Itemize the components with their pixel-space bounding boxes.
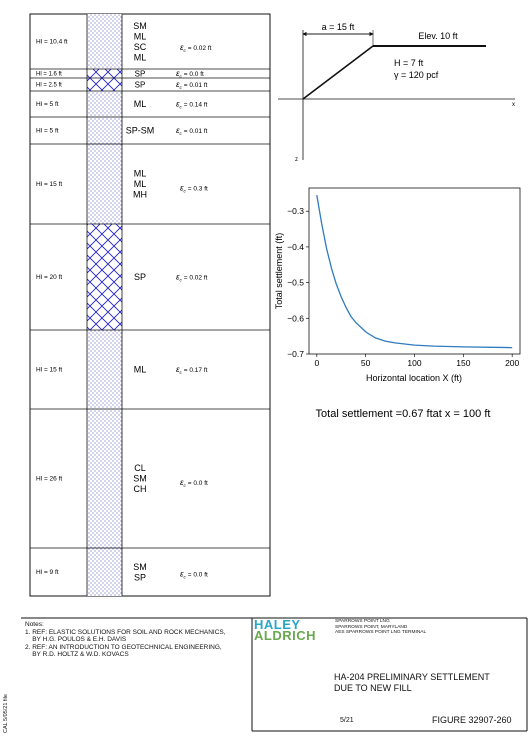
figure-number: FIGURE 32907-260 bbox=[432, 715, 512, 725]
soil-type-label: SP bbox=[134, 572, 146, 582]
soil-column-segment bbox=[87, 144, 122, 224]
layer-settlement-label: εc = 0.0 ft bbox=[176, 69, 204, 79]
soil-column-segment bbox=[87, 14, 122, 69]
soil-column-segment bbox=[87, 117, 122, 144]
chart-x-label: Horizontal location X (ft) bbox=[366, 373, 462, 383]
layer-thickness-label: Hl = 20 ft bbox=[36, 274, 62, 281]
soil-type-label: ML bbox=[134, 365, 147, 375]
layer-settlement-label: εc = 0.0 ft bbox=[180, 478, 208, 488]
project-line: AES SPARROWS POINT LNG TERMINAL bbox=[335, 630, 427, 636]
fill-geometry-diagram: a = 15 ft Elev. 10 ft H = 7 ft γ = 120 p… bbox=[278, 22, 515, 163]
y-tick-label: −0.3 bbox=[287, 206, 304, 216]
soil-type-label: ML bbox=[134, 169, 147, 179]
layer-settlement-label: εc = 0.02 ft bbox=[176, 273, 208, 283]
soil-type-label: SM bbox=[133, 21, 147, 31]
x-tick-label: 0 bbox=[314, 358, 319, 368]
x-tick-label: 50 bbox=[361, 358, 371, 368]
soil-column-segment bbox=[87, 330, 122, 409]
dim-a-label: a = 15 ft bbox=[322, 22, 355, 32]
title-block bbox=[21, 617, 528, 732]
x-tick-label: 100 bbox=[407, 358, 421, 368]
side-stamp: CAL 5/05/21 file bbox=[3, 694, 9, 733]
chart-y-label: Total settlement (ft) bbox=[274, 233, 284, 310]
soil-type-label: ML bbox=[134, 52, 147, 62]
layer-settlement-label: εc = 0.01 ft bbox=[176, 80, 208, 90]
y-tick-label: −0.7 bbox=[287, 349, 304, 359]
drawing-title-line1: HA-204 PRELIMINARY SETTLEMENT bbox=[334, 672, 490, 682]
soil-type-label: SC bbox=[134, 42, 147, 52]
soil-column-segment bbox=[87, 224, 122, 330]
soil-type-label: ML bbox=[134, 179, 147, 189]
soil-type-label: SM bbox=[133, 562, 147, 572]
profile-frame bbox=[29, 13, 271, 597]
x-tick-label: 150 bbox=[456, 358, 470, 368]
notes-title: Notes: bbox=[25, 621, 44, 628]
layer-settlement-label: εc = 0.17 ft bbox=[176, 365, 208, 375]
project-line: SPARROWS POINT LNG bbox=[335, 619, 390, 624]
soil-column-segment bbox=[87, 69, 122, 78]
soil-type-label: SP bbox=[135, 70, 146, 79]
soil-column-segment bbox=[87, 409, 122, 548]
layer-thickness-label: Hl = 9 ft bbox=[36, 569, 59, 576]
notes: Notes: 1. REF: ELASTIC SOLUTIONS FOR SOI… bbox=[25, 621, 226, 659]
drawing-title-line2: DUE TO NEW FILL bbox=[334, 683, 412, 693]
note-line: BY H.G. POULOS & E.H. DAVIS bbox=[25, 636, 127, 643]
chart-plot-area bbox=[308, 187, 521, 355]
settlement-chart: 0 50 100 150 200 −0.3 −0.4 −0.5 −0.6 −0.7 Horizon… bbox=[274, 187, 521, 383]
layer-settlement-label: εc = 0.01 ft bbox=[176, 126, 208, 136]
layer-settlement-label: εc = 0.0 ft bbox=[180, 570, 208, 580]
layer-thickness-label: Hl = 15 ft bbox=[36, 367, 62, 374]
y-tick-label: −0.6 bbox=[287, 313, 304, 323]
y-tick-label: −0.4 bbox=[287, 242, 304, 252]
fill-slope bbox=[302, 45, 374, 100]
x-tick-label: 200 bbox=[505, 358, 519, 368]
layer-settlement-label: εc = 0.3 ft bbox=[180, 184, 208, 194]
layer-thickness-label: Hl = 15 ft bbox=[36, 181, 62, 188]
note-line: BY R.D. HOLTZ & W.D. KOVACS bbox=[25, 651, 129, 658]
note-line: 1. REF: ELASTIC SOLUTIONS FOR SOIL AND R… bbox=[25, 628, 226, 636]
soil-type-label: CH bbox=[134, 484, 147, 494]
soil-type-label: SM bbox=[133, 474, 147, 484]
project-info: SPARROWS POINT LNG SPARROWS POINT, MARYL… bbox=[335, 619, 426, 636]
company-logo: HALEY ALDRICH bbox=[254, 617, 316, 643]
elev-label: Elev. 10 ft bbox=[418, 31, 458, 41]
soil-column-segment bbox=[87, 78, 122, 91]
drawing-date: 5/21 bbox=[340, 717, 354, 724]
soil-type-label: SP-SM bbox=[126, 126, 155, 136]
layer-thickness-label: Hl = 5 ft bbox=[36, 101, 59, 108]
total-settlement-result: Total settlement =0.67 ftat x = 100 ft bbox=[316, 408, 491, 420]
project-line: SPARROWS POINT, MARYLAND bbox=[335, 624, 408, 630]
layer-thickness-label: Hl = 5 ft bbox=[36, 128, 59, 135]
soil-type-label: SP bbox=[135, 81, 146, 90]
logo-word-bottom: ALDRICH bbox=[254, 628, 316, 643]
layer-thickness-label: Hl = 1.6 ft bbox=[36, 72, 62, 78]
settlement-curve bbox=[316, 194, 513, 349]
layer-settlement-label: εc = 0.02 ft bbox=[180, 43, 212, 53]
logo-word-top: HALEY bbox=[254, 617, 301, 632]
soil-type-label: SP bbox=[134, 272, 146, 282]
height-label: H = 7 ft bbox=[394, 58, 424, 68]
soil-type-label: ML bbox=[134, 99, 147, 109]
soil-column-segment bbox=[87, 548, 122, 596]
drawing-title: HA-204 PRELIMINARY SETTLEMENT DUE TO NEW… bbox=[334, 672, 490, 694]
unit-weight-label: γ = 120 pcf bbox=[394, 70, 439, 80]
soil-column-segment bbox=[87, 91, 122, 117]
z-axis-letter: z bbox=[295, 157, 298, 163]
soil-type-label: ML bbox=[134, 31, 147, 41]
x-axis-letter: x bbox=[512, 102, 515, 108]
soil-type-label: MH bbox=[133, 190, 147, 200]
layer-thickness-label: Hl = 26 ft bbox=[36, 476, 62, 483]
y-tick-label: −0.5 bbox=[287, 278, 304, 288]
layer-settlement-label: εc = 0.14 ft bbox=[176, 100, 208, 110]
soil-type-label: CL bbox=[134, 463, 146, 473]
note-line: 2. REF: AN INTRODUCTION TO GEOTECHNICAL … bbox=[25, 643, 222, 651]
layer-thickness-label: Hl = 2.5 ft bbox=[36, 83, 62, 89]
layer-thickness-label: Hl = 10.4 ft bbox=[36, 39, 68, 46]
